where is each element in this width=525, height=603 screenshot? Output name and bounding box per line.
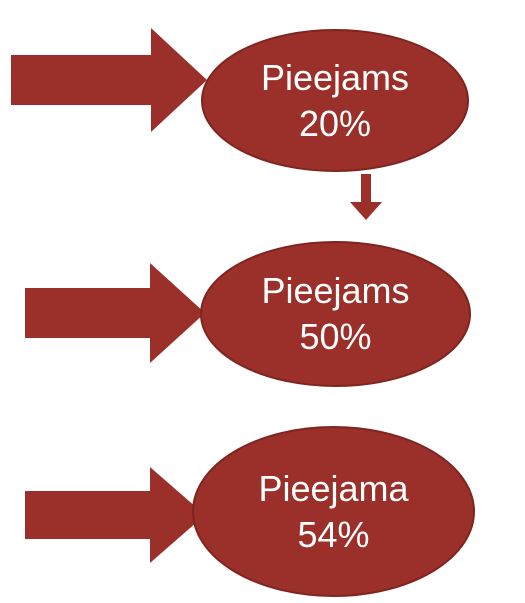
- node-ellipse-1: Pieejams 20%: [200, 28, 470, 173]
- node-label-1: Pieejams 20%: [261, 55, 409, 147]
- node-ellipse-2: Pieejams 50%: [199, 240, 472, 388]
- down-arrow: [350, 174, 382, 220]
- node-label-2: Pieejams 50%: [261, 268, 409, 360]
- node-2-name: Pieejams: [261, 270, 410, 311]
- node-3-value: 54%: [297, 513, 370, 555]
- right-arrow-2: [25, 263, 205, 363]
- node-3-name: Pieejama: [258, 467, 409, 509]
- node-2-value: 50%: [299, 316, 372, 357]
- node-1-name: Pieejams: [260, 56, 410, 98]
- node-1-value: 20%: [298, 102, 372, 144]
- right-arrow-1: [11, 28, 207, 132]
- node-ellipse-3: Pieejama 54%: [191, 425, 476, 598]
- right-arrow-3: [25, 467, 205, 563]
- node-label-3: Pieejama 54%: [258, 466, 408, 558]
